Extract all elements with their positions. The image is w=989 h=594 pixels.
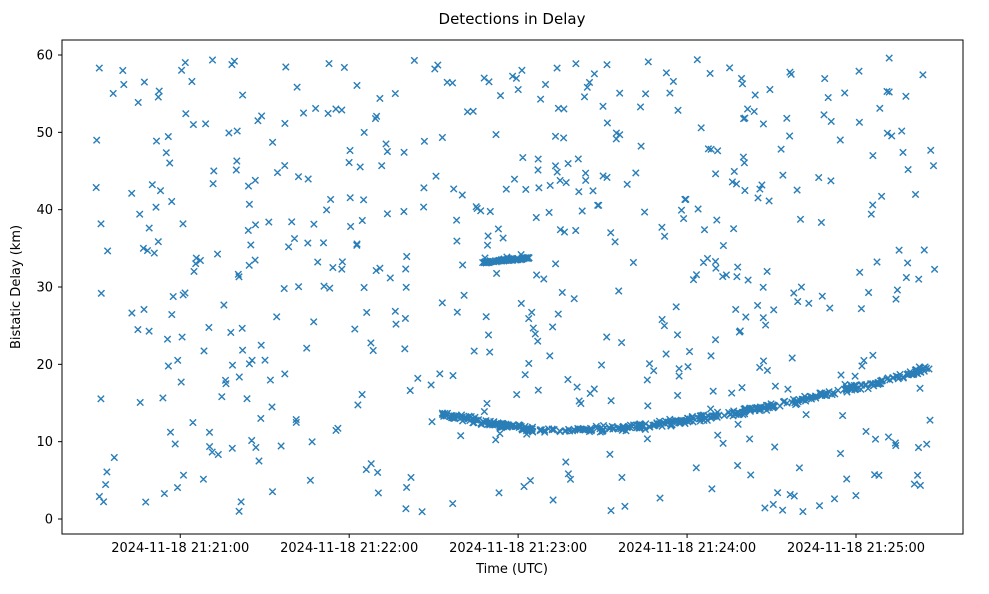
y-tick-label: 10 (36, 435, 53, 450)
x-axis-label: Time (UTC) (475, 562, 548, 577)
y-tick-label: 30 (36, 281, 53, 296)
y-tick-label: 40 (36, 203, 53, 218)
y-tick-label: 20 (36, 358, 53, 373)
x-tick-label: 2024-11-18 21:24:00 (618, 541, 756, 556)
axes: 2024-11-18 21:21:00 2024-11-18 21:22:00 20… (36, 39, 964, 556)
chart-title: Detections in Delay (439, 10, 586, 28)
x-tick-label: 2024-11-18 21:23:00 (449, 541, 587, 556)
x-tick-label: 2024-11-18 21:21:00 (111, 541, 249, 556)
x-tick-label: 2024-11-18 21:25:00 (787, 541, 925, 556)
plot-area (62, 40, 963, 534)
y-tick-label: 60 (36, 49, 53, 64)
x-markers (92, 54, 939, 516)
y-tick-label: 50 (36, 126, 53, 141)
scatter-points (92, 54, 939, 516)
x-tick-label: 2024-11-18 21:22:00 (280, 541, 418, 556)
y-tick-label: 0 (45, 512, 53, 527)
y-axis-label: Bistatic Delay (km) (9, 225, 24, 349)
